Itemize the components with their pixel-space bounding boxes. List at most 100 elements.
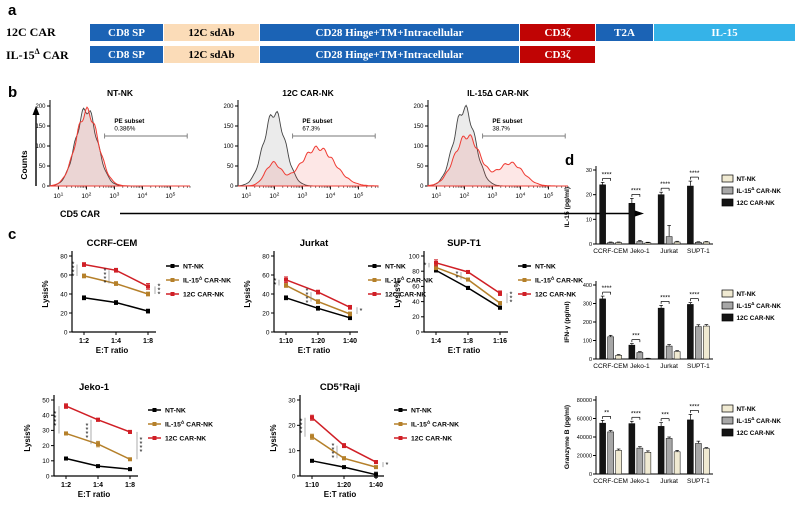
data-point — [310, 434, 314, 439]
text-label: 0 — [64, 329, 68, 336]
text-label: 80000 — [577, 398, 592, 404]
legend-marker — [398, 422, 403, 426]
text-label: Lysis% — [23, 424, 32, 451]
data-point — [342, 465, 346, 470]
text-label: IL-15Δ CAR-NK — [737, 186, 782, 195]
bar — [657, 194, 665, 245]
text-label: Lysis% — [41, 280, 50, 307]
text-label: 30 — [586, 168, 592, 174]
bar — [665, 345, 673, 360]
bar — [665, 236, 673, 245]
text-label: 30 — [42, 428, 50, 435]
legend-swatch — [721, 416, 734, 425]
text-label: **** — [602, 285, 613, 292]
text-label: CCRF-CEM — [593, 363, 628, 370]
text-label: 0 — [230, 184, 234, 190]
text-label: CD5 CAR — [60, 209, 101, 219]
data-point — [498, 301, 502, 306]
bar — [615, 242, 622, 245]
text-label: 0 — [266, 329, 270, 336]
data-point — [498, 305, 502, 310]
legend-swatch — [721, 404, 734, 413]
text-label: IL-15Δ CAR-NK — [535, 275, 583, 284]
text-label: **** — [631, 187, 642, 194]
bar — [687, 419, 694, 475]
text-label: IL-15Δ CAR-NK — [165, 419, 213, 428]
text-label: 40 — [262, 291, 270, 298]
bar — [673, 351, 681, 360]
significance-mark: * — [72, 260, 75, 269]
construct-segment: CD8 SP — [90, 46, 164, 63]
data-point — [310, 415, 314, 420]
text-label: 12C CAR-NK — [385, 291, 426, 298]
text-label: 40 — [412, 299, 420, 306]
text-label: NT-NK — [737, 291, 757, 298]
text-label: 200 — [413, 104, 424, 110]
text-label: IL-15Δ CAR-NK — [737, 416, 782, 425]
text-label: 60000 — [577, 417, 592, 423]
text-label: *** — [661, 412, 669, 419]
text-label: ** — [604, 409, 610, 416]
data-point — [96, 442, 100, 447]
legend-swatch — [721, 313, 734, 322]
data-point — [64, 404, 68, 409]
text-label: E:T ratio — [96, 346, 129, 355]
bar — [636, 352, 644, 360]
data-point — [146, 309, 150, 314]
text-label: Jurkat — [660, 363, 678, 370]
text-label: Jeko-1 — [79, 382, 110, 393]
legend-swatch — [721, 301, 734, 310]
text-label: 12C CAR-NK — [165, 435, 206, 442]
bar — [657, 307, 665, 360]
text-label: NT-NK — [535, 263, 556, 270]
text-label: SUPT-1 — [687, 363, 710, 370]
text-label: 38.7% — [492, 126, 510, 133]
construct-segment: CD28 Hinge+TM+Intracellular — [260, 46, 520, 63]
text-label: IL-15Δ CAR-NK — [385, 275, 433, 284]
significance-mark: * — [86, 433, 89, 442]
text-label: Jurkat — [300, 238, 329, 249]
text-label: CCRF-CEM — [593, 478, 628, 485]
text-label: IL-15Δ CAR-NK — [737, 301, 782, 310]
significance-mark: * — [510, 297, 513, 306]
text-label: 80 — [262, 253, 270, 260]
bar — [695, 242, 702, 245]
text-label: **** — [631, 410, 642, 417]
legend-marker — [522, 264, 527, 268]
significance-mark: * — [158, 286, 161, 295]
data-point — [146, 292, 150, 296]
text-label: 1:20 — [311, 338, 325, 345]
legend-marker — [170, 264, 175, 268]
svg-text:102: 102 — [81, 192, 91, 201]
chart-gzb: 0 20000 40000 60000 80000 Granzyme B (pg/ml) C… — [564, 396, 782, 485]
text-label: IL-15Δ CAR-NK — [467, 88, 530, 98]
bar — [665, 438, 673, 475]
bar — [695, 443, 702, 475]
text-label: 80 — [60, 253, 68, 260]
text-label: 60 — [412, 284, 420, 291]
text-label: 1:40 — [369, 482, 383, 489]
legend-marker — [398, 408, 403, 412]
text-label: 20 — [60, 310, 68, 317]
text-label: 1:8 — [463, 338, 473, 345]
text-label: 12C CAR-NK — [737, 315, 776, 322]
text-label: 20 — [586, 193, 592, 199]
text-label: 80 — [412, 269, 420, 276]
legend-marker — [152, 408, 157, 412]
significance-mark: * — [300, 417, 303, 426]
data-point — [374, 460, 378, 465]
significance-mark: * — [104, 278, 107, 287]
text-label: 12C CAR-NK — [411, 435, 452, 442]
data-point — [316, 299, 320, 304]
significance-mark: * — [54, 409, 57, 418]
legend-swatch — [721, 289, 734, 298]
bar — [599, 184, 606, 245]
legend-swatch — [721, 428, 734, 437]
histogram-sample-curve — [238, 145, 379, 187]
text-label: 50 — [417, 164, 424, 170]
text-label: **** — [689, 292, 700, 299]
text-label: 1:8 — [143, 338, 153, 345]
text-label: 12C CAR-NK — [282, 88, 334, 98]
significance-mark: * — [104, 266, 107, 275]
significance-mark: * — [306, 290, 309, 299]
